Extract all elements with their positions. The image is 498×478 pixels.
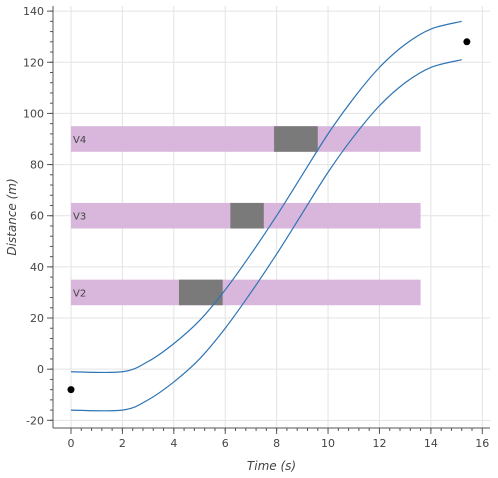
x-tick-label: 4 <box>170 437 177 450</box>
x-axis-label: Time (s) <box>247 459 296 473</box>
x-tick-label: 2 <box>119 437 126 450</box>
end-point-2 <box>463 38 471 46</box>
y-tick-label: -20 <box>26 414 44 427</box>
y-tick-label: 0 <box>37 363 44 376</box>
trajectory-line-2 <box>70 59 462 412</box>
trajectory-line-1 <box>70 20 462 374</box>
y-tick-label: 140 <box>23 5 44 18</box>
x-tick-label: 10 <box>321 437 335 450</box>
y-tick-label: 40 <box>30 261 44 274</box>
x-tick-label: 16 <box>475 437 489 450</box>
band-v4 <box>70 126 421 152</box>
block-v3 <box>230 202 264 229</box>
band-label-v3: V3 <box>73 212 86 223</box>
end-point-1 <box>67 386 75 394</box>
y-tick-label: 80 <box>30 159 44 172</box>
band-v2 <box>70 279 421 306</box>
y-tick-label: 20 <box>30 312 44 325</box>
y-tick-label: 120 <box>23 56 44 69</box>
block-v4 <box>274 126 318 152</box>
end-points <box>67 38 471 394</box>
block-v2 <box>178 279 223 306</box>
y-axis-label: Distance (m) <box>5 178 19 255</box>
vehicle-bands: V2 V3 V4 <box>70 126 421 306</box>
x-tick-label: 12 <box>372 437 386 450</box>
band-label-v2: V2 <box>73 288 86 299</box>
trajectory-curves <box>70 20 462 412</box>
band-label-v4: V4 <box>73 135 86 146</box>
x-tick-label: 8 <box>273 437 280 450</box>
y-tick-label: 60 <box>30 210 44 223</box>
x-tick-label: 6 <box>222 437 229 450</box>
x-tick-label: 0 <box>67 437 74 450</box>
x-tick-label: 14 <box>424 437 438 450</box>
axes: 0 2 4 6 8 10 12 14 16 -20 0 20 40 60 80 100 120 140 <box>23 5 490 450</box>
y-tick-label: 100 <box>23 107 44 120</box>
